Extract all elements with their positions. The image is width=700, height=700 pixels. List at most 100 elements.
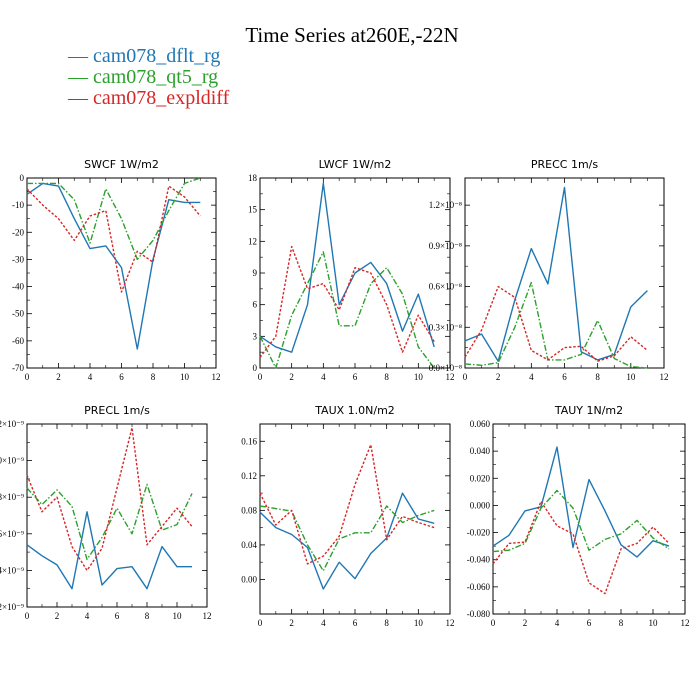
- x-tick-label: 10: [414, 372, 424, 382]
- x-tick-label: 12: [203, 611, 212, 621]
- x-tick-label: 2: [56, 372, 61, 382]
- y-tick-label: -10: [12, 200, 24, 210]
- y-tick-label: 0.020: [470, 473, 491, 483]
- series-line-cam078_dflt_rg: [26, 511, 192, 590]
- x-tick-label: 6: [353, 372, 358, 382]
- panel-3: PRECL 1m/s 0 2 4 6 8 10 12 2×10⁻⁹ 4×10⁻⁹ 6×10⁻⁹ 8×1…: [0, 404, 212, 621]
- y-tick-label: 0.060: [470, 419, 491, 429]
- x-tick-label: 12: [446, 372, 455, 382]
- x-tick-label: 12: [212, 372, 221, 382]
- x-tick-label: 6: [587, 618, 592, 628]
- series-line-cam078_qt5_rg: [259, 251, 435, 369]
- series-line-cam078_dflt_rg: [26, 182, 201, 350]
- x-tick-label: 10: [649, 618, 659, 628]
- y-tick-label: -0.060: [467, 582, 491, 592]
- series-line-cam078_qt5_rg: [26, 483, 193, 561]
- panels: SWCF 1W/m2 0 2 4 6 8 10 12 -70 -60 -50 -40 -30 -20 -10…: [0, 158, 690, 628]
- x-tick-label: 8: [384, 372, 389, 382]
- x-tick-label: 8: [619, 618, 624, 628]
- y-tick-label: -20: [12, 227, 24, 237]
- y-tick-label: -40: [12, 282, 24, 292]
- x-tick-label: 2: [289, 372, 294, 382]
- series-line-cam078_qt5_rg: [27, 177, 201, 261]
- y-tick-label: 0.3×10⁻⁸: [429, 322, 462, 332]
- y-tick-label: 8×10⁻⁹: [0, 492, 24, 502]
- y-tick-label: -50: [12, 309, 24, 319]
- y-tick-label: -30: [12, 254, 24, 264]
- y-tick-label: 4×10⁻⁹: [0, 565, 24, 575]
- panel-4: TAUX 1.0N/m2 0 2 4 6 8 10 12 0.00 0.04 0.08 0.12 0.1…: [241, 404, 454, 628]
- series-line-cam078_qt5_rg: [464, 281, 648, 369]
- x-tick-label: 0: [258, 372, 263, 382]
- y-tick-label: 15: [248, 205, 258, 215]
- panel-5: TAUY 1N/m2 0 2 4 6 8 10 12 -0.080 -0.060 -0.040 -0.…: [467, 404, 690, 628]
- series-line-cam078_qt5_rg: [492, 489, 670, 553]
- y-tick-label: -0.080: [467, 609, 491, 619]
- series-line-cam078_expldiff: [26, 427, 193, 572]
- series-line-cam078_dflt_rg: [259, 492, 435, 590]
- series-line-cam078_qt5_rg: [259, 505, 435, 572]
- figure-title: Time Series at260E,-22N: [245, 23, 458, 47]
- x-tick-label: 10: [173, 611, 183, 621]
- x-tick-label: 4: [321, 618, 326, 628]
- panel-2: PRECC 1m/s0 2 4 6 8 10 120.0×10⁻⁸0.3×10⁻⁸0.6×1…: [429, 158, 669, 382]
- x-tick-label: 4: [529, 372, 534, 382]
- y-tick-label: -70: [12, 363, 24, 373]
- series-line-cam078_expldiff: [492, 500, 670, 595]
- panel-title: SWCF 1W/m2: [84, 158, 159, 171]
- x-tick-label: 0: [25, 611, 30, 621]
- y-tick-label: -0.040: [467, 555, 491, 565]
- y-tick-label: 9: [253, 268, 258, 278]
- x-tick-label: 12: [681, 618, 690, 628]
- x-tick-label: 0: [491, 618, 496, 628]
- y-tick-label: 6: [253, 300, 258, 310]
- series-line-cam078_expldiff: [464, 285, 648, 362]
- x-tick-label: 12: [446, 618, 455, 628]
- y-tick-label: -60: [12, 336, 24, 346]
- x-tick-label: 0: [463, 372, 468, 382]
- x-tick-label: 2: [496, 372, 501, 382]
- panel-title: TAUY 1N/m2: [554, 404, 623, 417]
- x-tick-label: 6: [119, 372, 124, 382]
- y-tick-label: 0.0×10⁻⁸: [429, 363, 462, 373]
- x-tick-label: 0: [25, 372, 30, 382]
- y-tick-label: 2×10⁻⁹: [0, 602, 24, 612]
- plot-frame: [26, 423, 208, 608]
- panel-title: TAUX 1.0N/m2: [314, 404, 395, 417]
- x-tick-label: 6: [115, 611, 120, 621]
- y-tick-label: 12: [248, 236, 257, 246]
- x-tick-label: 8: [151, 372, 156, 382]
- x-tick-label: 8: [145, 611, 150, 621]
- y-tick-label: 0: [20, 173, 25, 183]
- legend-entry-2: — cam078_expldiff: [67, 87, 230, 109]
- y-tick-label: 0.000: [470, 500, 491, 510]
- x-tick-label: 4: [555, 618, 560, 628]
- x-tick-label: 8: [384, 618, 389, 628]
- x-tick-label: 2: [289, 618, 294, 628]
- panel-1: LWCF 1W/m2 0 2 4 6 8 10 12 0 3 6 9 12 15 18: [248, 158, 455, 382]
- y-tick-label: 1.2×10⁻⁸: [429, 200, 462, 210]
- y-tick-label: 0.08: [241, 505, 257, 515]
- x-tick-label: 8: [595, 372, 600, 382]
- series-line-cam078_expldiff: [259, 444, 435, 565]
- plot-frame: [492, 423, 686, 615]
- plot-frame: [26, 177, 217, 369]
- y-tick-label: 0.00: [241, 574, 257, 584]
- y-tick-label: -0.020: [467, 528, 491, 538]
- series-line-cam078_dflt_rg: [492, 446, 670, 558]
- x-tick-label: 12: [660, 372, 669, 382]
- plot-frame: [464, 177, 665, 369]
- panel-title: PRECC 1m/s: [531, 158, 599, 171]
- x-tick-label: 10: [626, 372, 636, 382]
- panel-0: SWCF 1W/m2 0 2 4 6 8 10 12 -70 -60 -50 -40 -30 -20 -10…: [12, 158, 221, 382]
- y-tick-label: 0.040: [470, 446, 491, 456]
- x-tick-label: 4: [88, 372, 93, 382]
- x-tick-label: 6: [353, 618, 358, 628]
- x-tick-label: 0: [258, 618, 263, 628]
- y-tick-label: 12×10⁻⁹: [0, 419, 24, 429]
- plot-frame: [259, 423, 451, 615]
- series-line-cam078_expldiff: [259, 245, 435, 358]
- legend-entry-0: — cam078_dflt_rg: [67, 45, 220, 67]
- y-tick-label: 0.12: [241, 471, 257, 481]
